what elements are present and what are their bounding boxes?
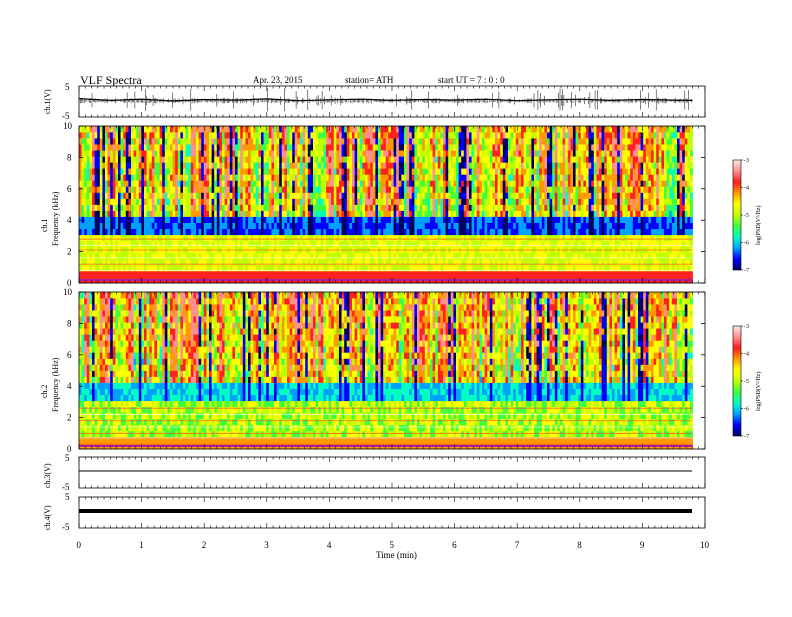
- x-tick-8: 8: [577, 540, 582, 550]
- ch1-ylabel: ch.1(V): [43, 89, 52, 114]
- ch2-spectrogram-image: [79, 292, 705, 449]
- ch1-colorbar-tick-neg7: -7: [744, 268, 749, 274]
- ch2-colorbar-tick-neg3: -3: [744, 324, 749, 330]
- ch1-colorbar-label: log(PSD(V²/Hz): [755, 206, 762, 245]
- x-tick-6: 6: [452, 540, 457, 550]
- ch1-ytick-2: 2: [67, 247, 72, 257]
- ch1-spectrogram-image: [79, 126, 705, 283]
- ch4-ylabel: ch.4(V): [43, 505, 52, 530]
- ch1-ylabel-channel: ch.1: [40, 218, 49, 232]
- x-tick-2: 2: [202, 540, 207, 550]
- ch2-colorbar-tick-neg7: -7: [744, 434, 749, 440]
- ch3-ytick-neg5: -5: [62, 482, 70, 492]
- ch1-ytick-4: 4: [67, 215, 72, 225]
- x-tick-0: 0: [77, 540, 82, 550]
- ch1-ytick-10: 10: [63, 121, 73, 131]
- ch2-colorbar-label: log(PSD(V²/Hz): [755, 372, 762, 411]
- x-tick-3: 3: [264, 540, 269, 550]
- ch4-waveform-panel: 5 -5 ch.4(V): [43, 492, 705, 532]
- ch2-colorbar-tick-neg5: -5: [744, 379, 749, 385]
- ch1-ylabel-frequency: Frequency (kHz): [51, 191, 60, 246]
- ch2-ytick-2: 2: [67, 413, 72, 423]
- x-tick-7: 7: [515, 540, 520, 550]
- x-tick-10: 10: [700, 540, 710, 550]
- ch3-waveform-panel: 5 -5 ch.3(V): [43, 453, 705, 492]
- header-date: Apr. 23, 2015: [253, 75, 303, 85]
- ch2-ylabel-channel: ch.2: [40, 384, 49, 398]
- header-start-time: start UT = 7 : 0 : 0: [438, 75, 505, 85]
- x-axis-label: Time (min): [376, 550, 417, 560]
- ch2-ylabel-frequency: Frequency (kHz): [51, 357, 60, 412]
- ch4-ytick-neg5: -5: [62, 522, 70, 532]
- figure-title: VLF Spectra: [80, 73, 142, 87]
- header-station: station= ATH: [345, 75, 394, 85]
- ch3-ytick-5: 5: [65, 453, 70, 463]
- ch1-colorbar-scale: [733, 160, 741, 270]
- ch1-ytick-5: 5: [65, 82, 70, 92]
- x-tick-1: 1: [139, 540, 144, 550]
- ch3-ylabel: ch.3(V): [43, 463, 52, 488]
- ch1-colorbar-tick-neg4: -4: [744, 186, 749, 192]
- ch2-colorbar-scale: [733, 326, 741, 436]
- ch1-colorbar-tick-neg5: -5: [744, 213, 749, 219]
- ch4-ytick-5: 5: [65, 492, 70, 502]
- ch1-ytick-neg5: -5: [62, 111, 70, 121]
- ch1-ytick-8: 8: [67, 152, 72, 162]
- ch1-ytick-6: 6: [67, 184, 72, 194]
- ch2-ytick-8: 8: [67, 318, 72, 328]
- ch1-waveform-trace: [79, 88, 693, 111]
- ch1-waveform-panel: 5 -5 ch.1(V): [43, 82, 705, 121]
- ch1-colorbar-tick-neg6: -6: [744, 241, 749, 247]
- ch2-ytick-6: 6: [67, 350, 72, 360]
- ch1-colorbar: -3 -4 -5 -6 -7 log(PSD(V²/Hz): [733, 158, 762, 274]
- x-tick-5: 5: [390, 540, 395, 550]
- ch2-colorbar-tick-neg6: -6: [744, 407, 749, 413]
- ch2-colorbar: -3 -4 -5 -6 -7 log(PSD(V²/Hz): [733, 324, 762, 440]
- x-tick-9: 9: [640, 540, 645, 550]
- ch2-ytick-4: 4: [67, 381, 72, 391]
- x-tick-4: 4: [327, 540, 332, 550]
- ch2-ytick-10: 10: [63, 287, 73, 297]
- ch2-colorbar-tick-neg4: -4: [744, 352, 749, 358]
- ch1-colorbar-tick-neg3: -3: [744, 158, 749, 164]
